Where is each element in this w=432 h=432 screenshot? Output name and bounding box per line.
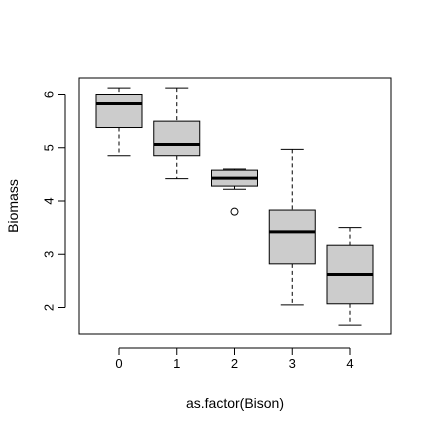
y-tick-label: 5 (42, 144, 57, 151)
y-tick-label: 3 (42, 251, 57, 258)
y-tick-label: 4 (42, 197, 57, 204)
box-group-1 (153, 87, 201, 180)
outlier-point (230, 207, 239, 216)
x-tick-label: 2 (231, 356, 238, 371)
x-tick-label: 3 (289, 356, 296, 371)
y-tick-label: 2 (42, 304, 57, 311)
box-group-4 (326, 227, 374, 326)
iqr-box (268, 209, 316, 265)
x-axis: 0 1 2 3 4 (115, 347, 354, 371)
plot-frame (78, 77, 392, 335)
x-tick-label: 4 (346, 356, 353, 371)
x-axis-title: as.factor(Bison) (186, 395, 284, 411)
iqr-box (95, 94, 143, 129)
x-tick-label: 1 (173, 356, 180, 371)
box-group-2 (211, 168, 258, 216)
x-tick-label: 0 (115, 356, 122, 371)
box-group-0 (95, 87, 143, 157)
y-axis: 2 3 4 5 6 (42, 91, 66, 311)
boxes-layer (95, 87, 374, 326)
iqr-box (153, 120, 201, 157)
box-group-3 (268, 148, 316, 306)
y-tick-label: 6 (42, 91, 57, 98)
y-axis-title: Biomass (5, 179, 21, 233)
